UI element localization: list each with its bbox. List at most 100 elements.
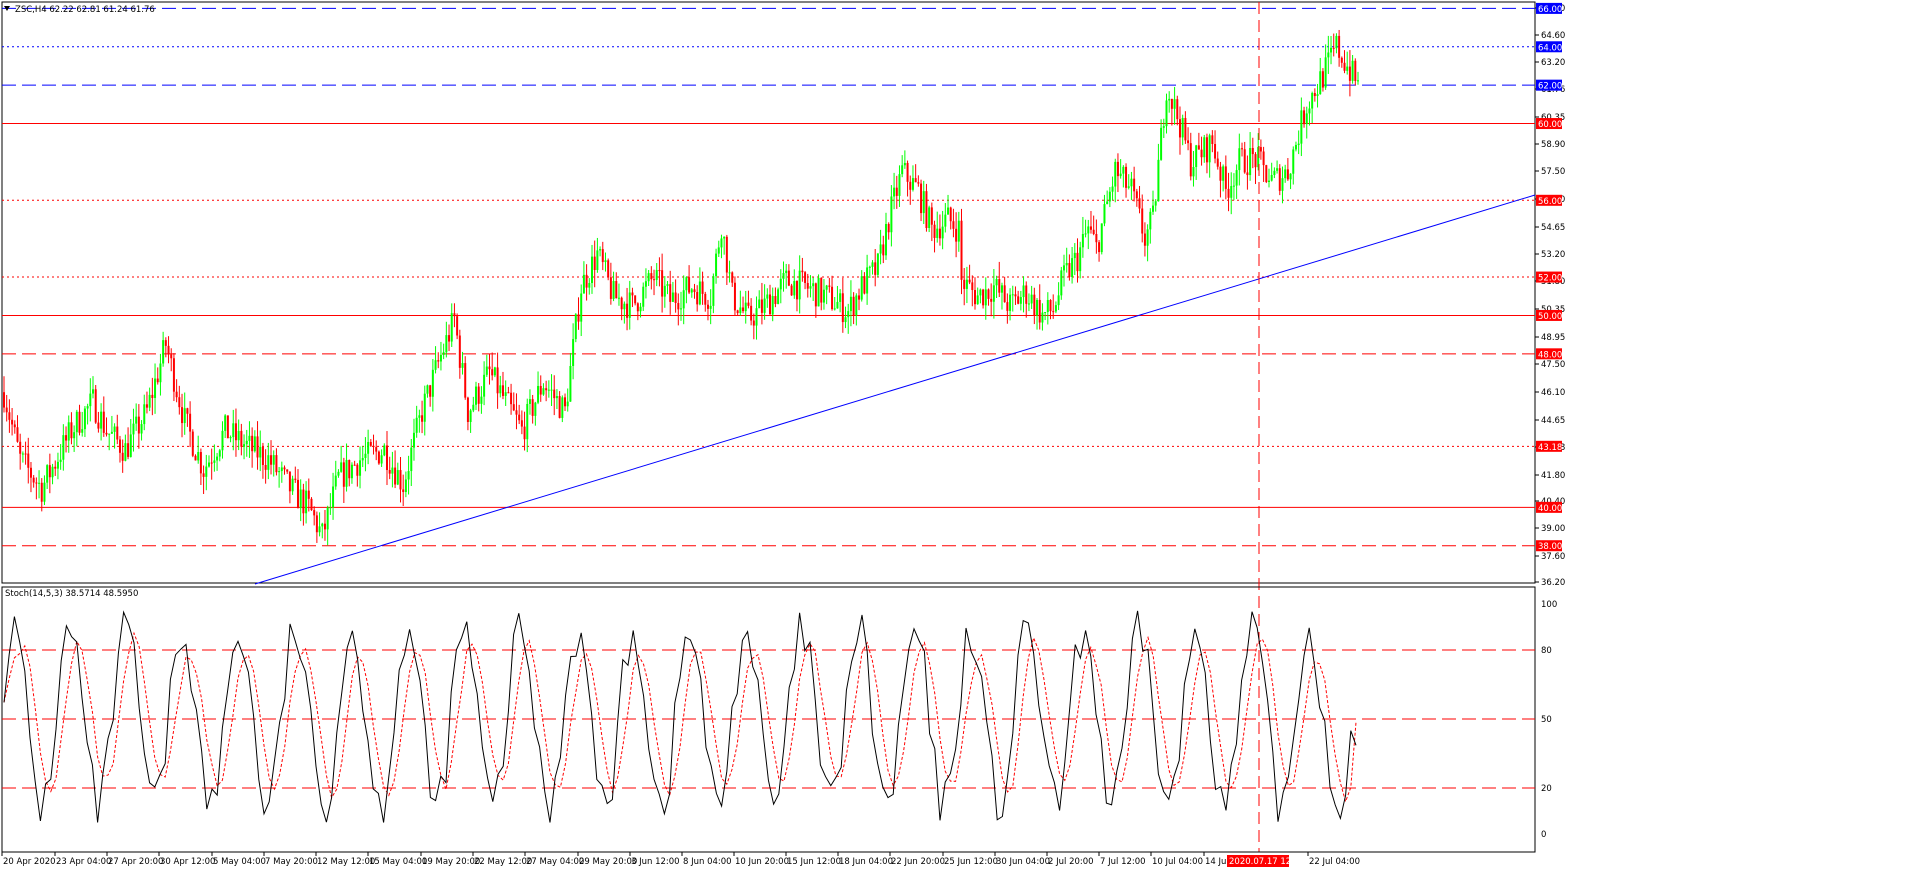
candle-body — [895, 187, 898, 196]
candle-body — [1106, 201, 1109, 205]
candle-body — [1111, 186, 1114, 192]
candle-body — [342, 462, 345, 487]
candle-body — [1057, 295, 1060, 306]
candle-body — [65, 435, 68, 441]
time-tick-label: 3 Jun 12:00 — [631, 857, 680, 867]
candle-body — [690, 289, 693, 293]
candle-body — [83, 408, 86, 430]
candle-body — [1278, 168, 1281, 191]
level-label: 43.18 — [1538, 443, 1562, 453]
candle-body — [1208, 135, 1211, 163]
crosshair-label-bg — [1227, 855, 1289, 867]
candle-body — [671, 292, 674, 302]
candle-body — [501, 385, 504, 396]
candle-body — [404, 479, 407, 493]
candle-body — [464, 363, 467, 398]
candle-body — [367, 441, 370, 454]
candle-body — [973, 290, 976, 305]
candle-body — [421, 415, 424, 422]
candle-body — [216, 456, 219, 461]
candle-body — [1243, 149, 1246, 173]
candle-body — [755, 308, 758, 326]
candle-body — [1205, 137, 1208, 163]
candle-body — [410, 447, 413, 472]
candle-body — [340, 462, 343, 472]
candle-body — [1000, 285, 1003, 293]
candle-body — [507, 392, 510, 394]
candle-body — [437, 360, 440, 362]
candle-body — [129, 434, 132, 457]
candle-body — [777, 289, 780, 304]
candle-body — [135, 416, 138, 424]
candle-body — [965, 279, 968, 289]
candle-body — [1219, 166, 1222, 181]
candle-body — [253, 436, 256, 452]
candle-body — [593, 256, 596, 271]
candle-body — [475, 386, 478, 405]
candle-body — [1338, 35, 1341, 58]
candle-body — [348, 460, 351, 479]
candle-body — [1354, 60, 1357, 81]
candle-body — [617, 297, 620, 299]
candle-body — [399, 470, 402, 490]
candle-body — [210, 462, 213, 464]
candle-body — [369, 441, 372, 446]
candle-body — [1238, 148, 1241, 171]
time-tick-label: 18 Jun 04:00 — [839, 857, 893, 867]
candle-body — [1022, 285, 1025, 298]
candle-body — [995, 279, 998, 286]
candle-body — [307, 490, 310, 499]
candle-body — [547, 389, 550, 391]
candle-body — [938, 228, 941, 239]
candle-body — [852, 296, 855, 316]
level-label: 66.00 — [1538, 5, 1562, 15]
candle-body — [1087, 226, 1090, 234]
candle-body — [485, 366, 488, 375]
candle-body — [906, 162, 909, 182]
candle-body — [1241, 148, 1244, 150]
candle-body — [272, 455, 275, 465]
candle-body — [1098, 242, 1101, 253]
stochastic-pane[interactable] — [1, 586, 1536, 853]
candle-body — [731, 272, 734, 283]
candle-body — [86, 406, 89, 409]
level-label: 38.00 — [1538, 542, 1562, 552]
candle-body — [941, 226, 944, 239]
candle-body — [685, 277, 688, 291]
stoch-tick-label: 0 — [1541, 830, 1546, 840]
candle-body — [515, 410, 518, 415]
candle-body — [67, 422, 70, 441]
candle-body — [94, 389, 97, 423]
candle-body — [1270, 174, 1273, 181]
price-tick-label: 53.20 — [1541, 250, 1565, 260]
candle-body — [418, 415, 421, 418]
candle-body — [1311, 93, 1314, 109]
collapse-triangle-icon[interactable] — [4, 6, 10, 11]
price-tick-label: 48.95 — [1541, 333, 1565, 343]
candle-body — [795, 280, 798, 300]
candle-body — [1249, 148, 1252, 176]
candle-body — [504, 392, 507, 396]
level-label-bg — [1536, 540, 1562, 552]
candle-body — [987, 289, 990, 299]
time-tick-label: 22 Jun 20:00 — [891, 857, 945, 867]
candle-body — [680, 308, 682, 310]
candle-body — [1025, 285, 1028, 304]
candle-body — [51, 466, 54, 478]
time-tick-label: 20 Apr 2020 — [3, 857, 56, 867]
time-tick-label: 27 May 04:00 — [526, 857, 584, 867]
candle-body — [893, 187, 896, 197]
candle-body — [1133, 178, 1136, 192]
candle-body — [914, 178, 917, 183]
price-tick-label: 37.60 — [1541, 552, 1565, 562]
candle-body — [1224, 166, 1227, 189]
main-price-pane[interactable] — [1, 1, 1536, 852]
candle-body — [299, 489, 302, 509]
candle-body — [199, 452, 202, 474]
candle-body — [1211, 135, 1214, 144]
candle-body — [882, 244, 885, 256]
level-label: 60.00 — [1538, 120, 1562, 130]
candle-body — [528, 399, 531, 404]
